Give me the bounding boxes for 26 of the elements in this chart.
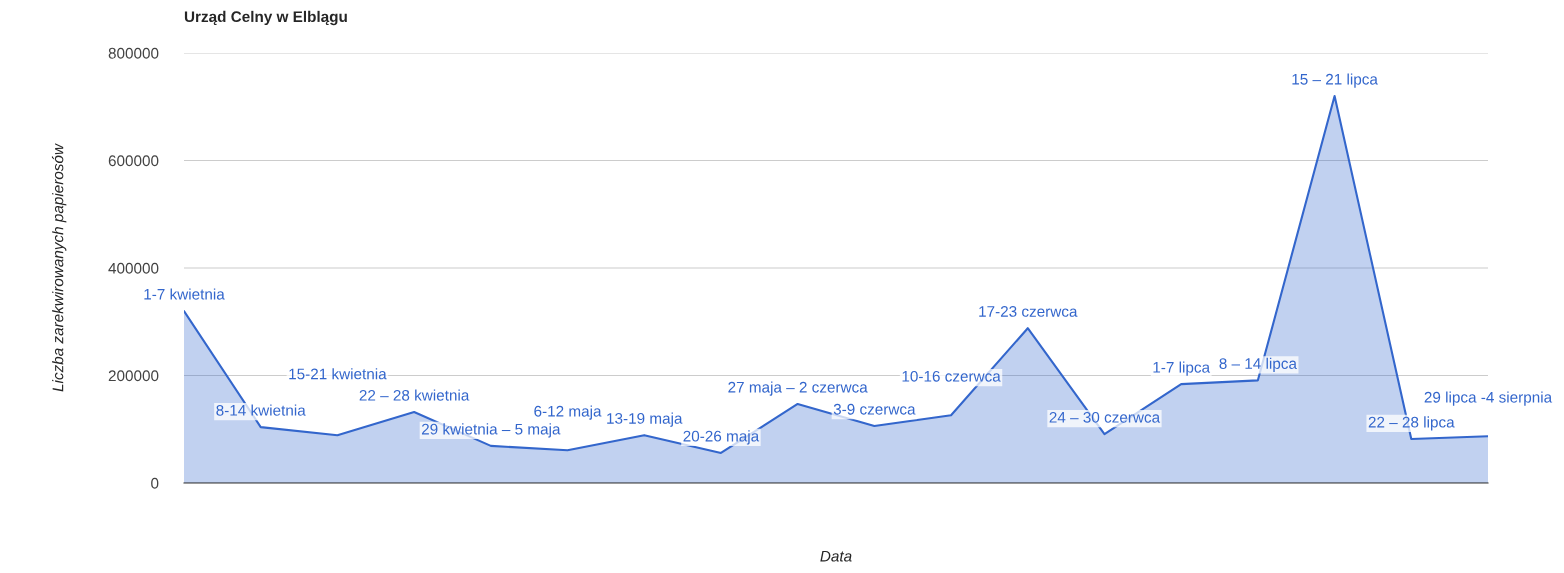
- x-tick-label: 20-26 maja: [683, 430, 760, 445]
- x-tick-label: 3-9 czerwca: [833, 403, 916, 415]
- x-tick-label: 22 – 28 kwietnia: [359, 389, 470, 401]
- x-tick-label: 10-16 czerwca: [902, 370, 1001, 382]
- x-tick-label: 29 lipca -4 sierpnia: [1424, 391, 1553, 406]
- x-tick-label: 22 – 28 lipca: [1368, 416, 1455, 431]
- y-axis-title: Liczba zarekwirowanych papierosów: [51, 143, 67, 392]
- x-axis-title: Data: [820, 550, 852, 562]
- x-tick-label: 8 – 14 lipca: [1219, 357, 1297, 372]
- x-tick-label: 8-14 kwietnia: [216, 404, 306, 416]
- y-tick-label: 600000: [108, 155, 159, 167]
- y-tick-label: 0: [151, 477, 159, 489]
- x-tick-label: 24 – 30 czerwca: [1049, 411, 1161, 423]
- x-tick-label: 27 maja – 2 czerwca: [728, 381, 868, 396]
- x-tick-label: 1-7 lipca: [1153, 361, 1211, 376]
- x-tick-label: 17-23 czerwca: [979, 306, 1078, 317]
- y-tick-label: 400000: [108, 262, 159, 274]
- x-tick-label: 1-7 kwietnia: [144, 288, 225, 300]
- y-tick-label: 200000: [108, 370, 159, 382]
- x-tick-label: 15-21 kwietnia: [289, 368, 387, 380]
- x-tick-label: 15 – 21 lipca: [1292, 73, 1378, 88]
- chart-title: Urząd Celny w Elblągu: [184, 10, 347, 26]
- x-tick-label: 13-19 maja: [607, 412, 683, 427]
- x-tick-label: 29 kwietnia – 5 maja: [421, 423, 561, 438]
- x-tick-label: 6-12 maja: [534, 405, 602, 420]
- y-tick-label: 800000: [108, 47, 159, 59]
